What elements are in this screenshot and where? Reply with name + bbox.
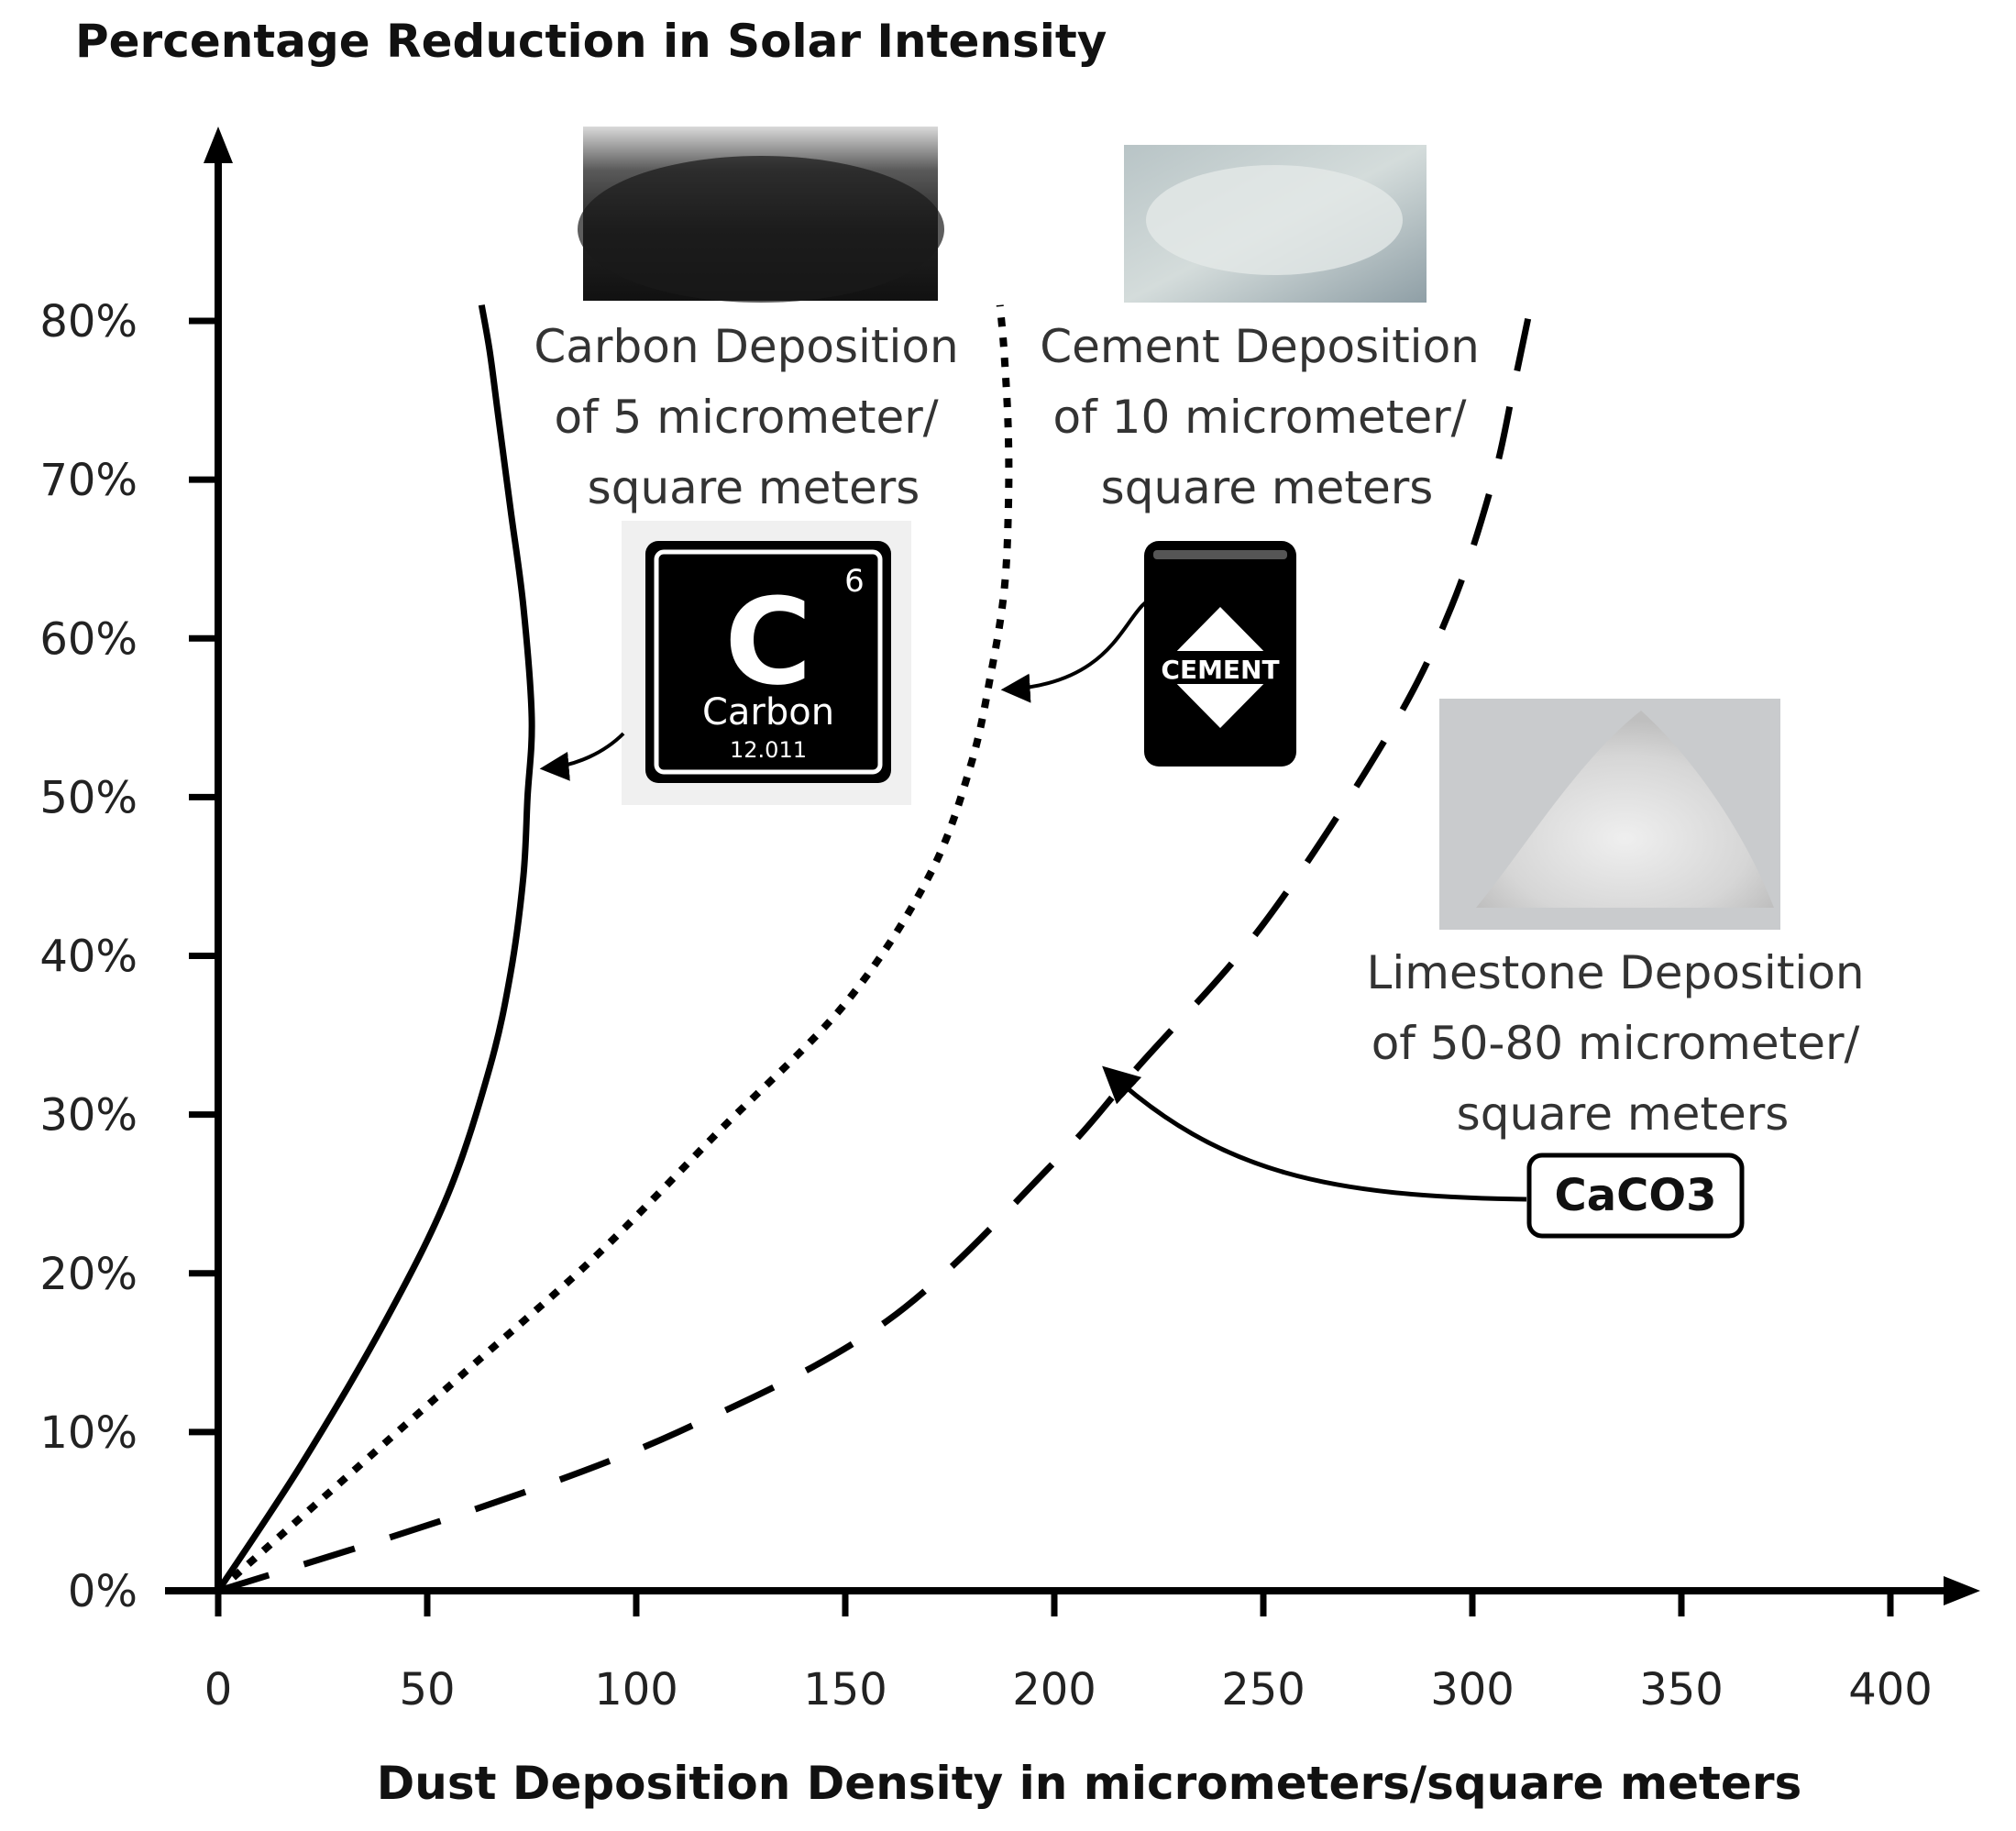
carbon-badge-name: Carbon	[702, 691, 834, 734]
axes	[165, 127, 1980, 1605]
x-tick-label: 200	[1012, 1664, 1096, 1715]
carbon-pointer-arrow	[539, 732, 625, 781]
carbon-annotation-text: Carbon Deposition of 5 micrometer/ squar…	[534, 320, 973, 514]
limestone-annotation-line-2: of 50-80 micrometer/	[1372, 1017, 1860, 1070]
chart-title: Percentage Reduction in Solar Intensity	[75, 15, 1107, 68]
x-tick-label: 300	[1430, 1664, 1515, 1715]
y-tick-label: 60%	[39, 613, 138, 665]
carbon-badge-symbol: C	[724, 572, 811, 711]
cement-pointer-arrow	[1000, 594, 1158, 703]
limestone-annotation-line-3: square meters	[1457, 1087, 1790, 1141]
y-tick-label: 50%	[39, 772, 138, 823]
carbon-element-badge: C 6 Carbon 12.011	[622, 521, 911, 805]
limestone-annotation-text: Limestone Deposition of 50-80 micrometer…	[1366, 946, 1878, 1141]
carbon-annotation-line-2: of 5 micrometer/	[554, 391, 938, 444]
carbon-badge-number: 6	[844, 563, 865, 600]
limestone-annotation-line-1: Limestone Deposition	[1366, 946, 1864, 999]
y-tick-label: 80%	[39, 296, 138, 347]
carbon-annotation-line-3: square meters	[588, 461, 920, 514]
y-axis-arrow	[204, 127, 233, 163]
cement-bag-label: CEMENT	[1161, 655, 1279, 685]
y-tick-label: 10%	[39, 1407, 138, 1459]
carbon-annotation-line-1: Carbon Deposition	[534, 320, 958, 373]
series-line-cement	[215, 304, 1013, 1594]
cement-annotation-line-3: square meters	[1101, 461, 1434, 514]
ticks: 0 50 100 150 200 250 300 350 400 0% 10% 20% 30% 40% 50…	[39, 296, 1933, 1715]
cement-photo	[1124, 145, 1427, 303]
x-tick-label: 150	[803, 1664, 887, 1715]
y-tick-label: 0%	[68, 1566, 138, 1617]
carbon-photo	[578, 127, 944, 303]
limestone-pointer-arrow	[1102, 1065, 1527, 1202]
x-tick-label: 0	[204, 1664, 233, 1715]
x-tick-label: 400	[1848, 1664, 1933, 1715]
series-line-carbon	[215, 304, 535, 1593]
limestone-photo	[1439, 699, 1780, 930]
x-tick-label: 250	[1221, 1664, 1305, 1715]
x-tick-label: 50	[399, 1664, 455, 1715]
cement-annotation-line-2: of 10 micrometer/	[1053, 391, 1467, 444]
cement-annotation-text: Cement Deposition of 10 micrometer/ squa…	[1040, 320, 1494, 514]
caco3-formula-box: CaCO3	[1526, 1153, 1745, 1239]
y-tick-label: 70%	[39, 455, 138, 506]
y-tick-label: 40%	[39, 932, 138, 983]
cement-bag-icon: CEMENT	[1144, 541, 1296, 767]
x-tick-label: 100	[594, 1664, 678, 1715]
cement-annotation-line-1: Cement Deposition	[1040, 320, 1480, 373]
carbon-badge-mass: 12.011	[730, 737, 807, 763]
x-axis-label: Dust Deposition Density in micrometers/s…	[377, 1757, 1801, 1810]
x-axis-arrow	[1944, 1576, 1980, 1605]
y-tick-label: 20%	[39, 1249, 138, 1300]
x-tick-label: 350	[1639, 1664, 1724, 1715]
caco3-formula-label: CaCO3	[1554, 1170, 1716, 1221]
y-tick-label: 30%	[39, 1090, 138, 1142]
